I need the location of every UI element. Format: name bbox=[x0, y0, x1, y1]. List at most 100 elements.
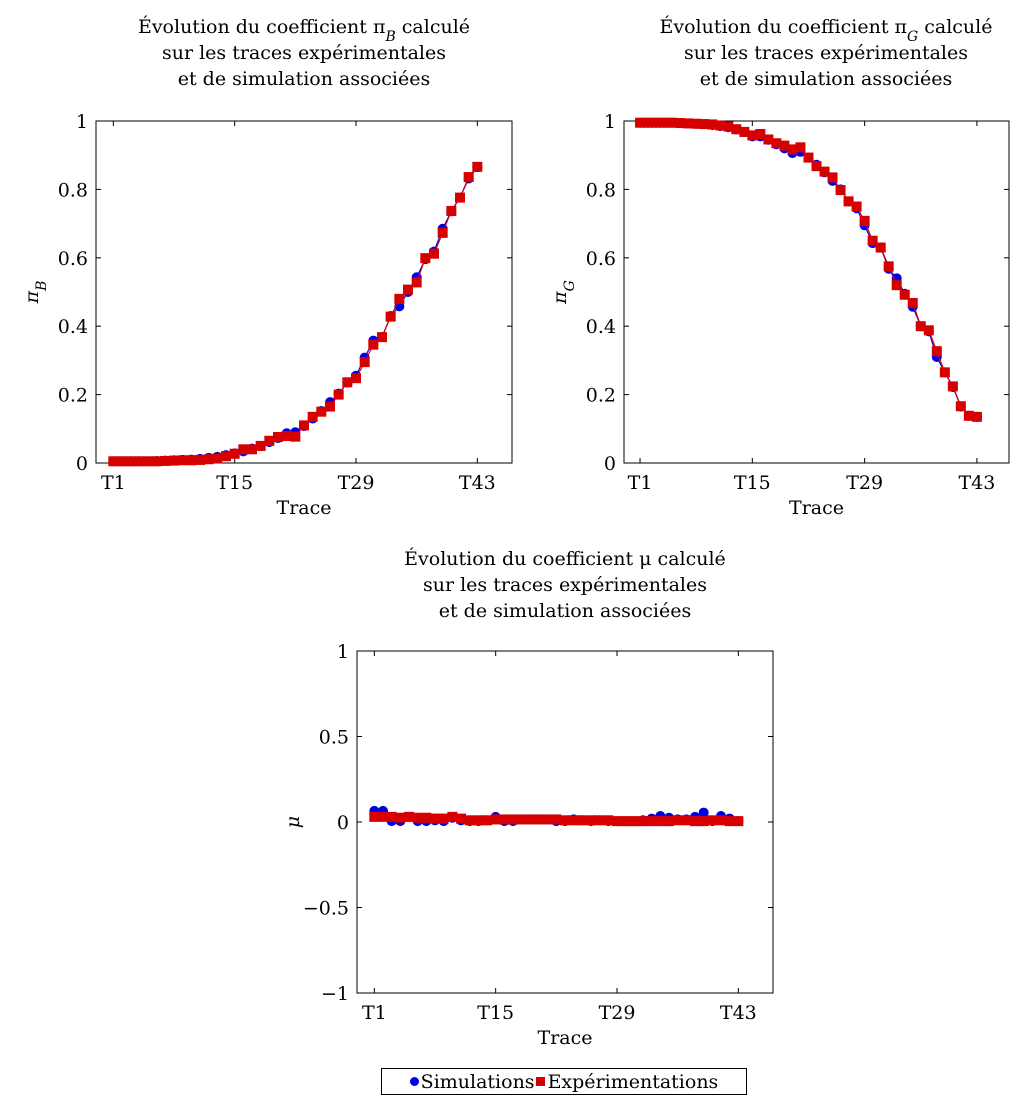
x-tick-label: T43 bbox=[720, 1002, 757, 1024]
x-axis-label: Trace bbox=[789, 497, 844, 519]
y-tick-label: 0.6 bbox=[586, 248, 616, 270]
data-point-experimentations bbox=[117, 456, 127, 467]
data-point-experimentations bbox=[134, 456, 145, 467]
data-point-experimentations bbox=[699, 119, 710, 130]
data-point-experimentations bbox=[811, 161, 822, 172]
y-tick-label: 0.4 bbox=[58, 316, 88, 338]
data-point-experimentations bbox=[143, 456, 153, 467]
y-axis-label: μ bbox=[282, 816, 304, 828]
data-point-experimentations bbox=[827, 172, 838, 183]
y-tick-label: −0.5 bbox=[303, 898, 349, 920]
chart-title-line: sur les traces expérimentales bbox=[423, 574, 707, 596]
data-point-experimentations bbox=[931, 346, 942, 357]
y-tick-label: −1 bbox=[321, 983, 349, 1005]
data-point-experimentations bbox=[307, 411, 318, 422]
data-point-experimentations bbox=[577, 815, 588, 826]
y-tick-label: 1 bbox=[604, 111, 616, 133]
data-point-experimentations bbox=[643, 117, 654, 128]
data-point-experimentations bbox=[169, 455, 179, 466]
data-point-experimentations bbox=[667, 117, 678, 128]
data-point-experimentations bbox=[971, 411, 982, 422]
data-point-experimentations bbox=[508, 814, 518, 825]
data-point-experimentations bbox=[655, 816, 666, 827]
data-point-experimentations bbox=[779, 140, 790, 151]
y-axis-label: πG bbox=[549, 280, 578, 305]
data-point-experimentations bbox=[186, 455, 197, 466]
data-point-experimentations bbox=[795, 142, 806, 153]
data-point-experimentations bbox=[915, 321, 926, 332]
x-tick-label: T1 bbox=[362, 1002, 387, 1024]
data-point-experimentations bbox=[939, 367, 950, 378]
data-point-experimentations bbox=[947, 381, 958, 392]
data-point-experimentations bbox=[867, 235, 878, 246]
data-point-experimentations bbox=[551, 814, 562, 825]
series-line-simulations bbox=[113, 166, 478, 462]
data-point-experimentations bbox=[160, 455, 171, 466]
data-point-experimentations bbox=[351, 373, 361, 384]
data-point-experimentations bbox=[739, 126, 750, 137]
data-point-experimentations bbox=[437, 227, 448, 238]
data-point-experimentations bbox=[429, 248, 439, 259]
x-tick-label: T1 bbox=[101, 472, 126, 494]
data-point-experimentations bbox=[635, 117, 646, 128]
data-point-experimentations bbox=[675, 118, 686, 129]
y-tick-label: 1 bbox=[337, 641, 349, 663]
chart-title-line: et de simulation associées bbox=[178, 68, 431, 90]
data-point-experimentations bbox=[560, 815, 570, 826]
data-point-experimentations bbox=[421, 812, 432, 823]
data-point-experimentations bbox=[386, 811, 397, 822]
x-tick-label: T43 bbox=[459, 472, 496, 494]
data-point-experimentations bbox=[455, 192, 465, 203]
y-tick-label: 0.8 bbox=[58, 179, 88, 201]
data-point-experimentations bbox=[763, 134, 774, 145]
data-point-experimentations bbox=[177, 455, 188, 466]
data-point-experimentations bbox=[404, 811, 414, 822]
data-point-experimentations bbox=[715, 120, 726, 131]
x-tick-label: T43 bbox=[958, 472, 995, 494]
y-tick-label: 0.2 bbox=[58, 385, 88, 407]
data-point-experimentations bbox=[463, 172, 474, 183]
data-point-experimentations bbox=[698, 816, 709, 827]
y-tick-label: 0.8 bbox=[586, 179, 616, 201]
plot-frame bbox=[95, 120, 513, 464]
y-tick-label: 0.2 bbox=[586, 385, 616, 407]
y-tick-label: 0 bbox=[604, 453, 616, 475]
x-tick-label: T15 bbox=[734, 472, 771, 494]
data-point-experimentations bbox=[456, 813, 466, 824]
series-line-experimentations bbox=[113, 166, 478, 462]
data-point-experimentations bbox=[255, 440, 266, 451]
data-point-experimentations bbox=[359, 357, 370, 368]
data-point-experimentations bbox=[690, 816, 700, 827]
data-point-experimentations bbox=[369, 811, 380, 822]
data-point-experimentations bbox=[963, 410, 974, 421]
data-point-experimentations bbox=[281, 430, 292, 441]
data-point-experimentations bbox=[707, 815, 718, 826]
data-point-experimentations bbox=[447, 811, 458, 822]
chart-title-line: et de simulation associées bbox=[439, 600, 692, 622]
legend-label-experimentations: Expérimentations bbox=[547, 1070, 719, 1093]
legend-item-simulations: Simulations bbox=[409, 1071, 535, 1093]
data-point-experimentations bbox=[394, 293, 405, 304]
chart-title-line: sur les traces expérimentales bbox=[162, 42, 446, 64]
data-point-experimentations bbox=[851, 201, 862, 212]
series-line-experimentations bbox=[640, 122, 977, 418]
chart-3: Évolution du coefficient μ calculé sur le… bbox=[282, 547, 774, 1049]
y-tick-label: 0.4 bbox=[586, 316, 616, 338]
data-point-experimentations bbox=[490, 814, 501, 825]
data-point-experimentations bbox=[681, 815, 692, 826]
data-point-experimentations bbox=[542, 814, 553, 825]
data-point-experimentations bbox=[212, 453, 223, 464]
y-tick-label: 0.5 bbox=[319, 727, 349, 749]
x-tick-label: T29 bbox=[846, 472, 883, 494]
data-point-experimentations bbox=[883, 261, 894, 272]
chart-title-line: Évolution du coefficient πB calculé bbox=[138, 15, 470, 45]
y-tick-label: 1 bbox=[76, 111, 88, 133]
data-point-experimentations bbox=[368, 339, 379, 350]
data-point-experimentations bbox=[659, 117, 670, 128]
data-point-experimentations bbox=[238, 444, 249, 455]
data-point-experimentations bbox=[835, 185, 846, 196]
data-point-experimentations bbox=[290, 431, 301, 442]
x-tick-label: T29 bbox=[599, 1002, 636, 1024]
